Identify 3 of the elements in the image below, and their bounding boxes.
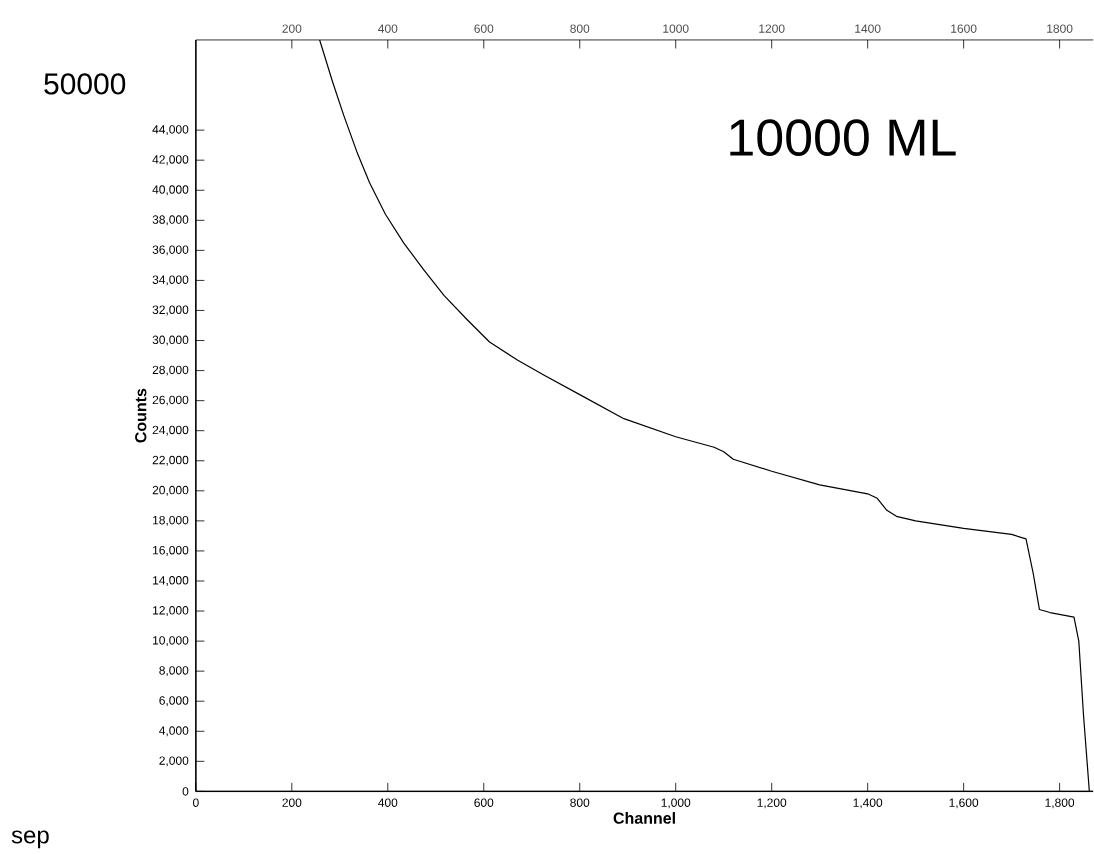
annotation: 10000 ML [730,118,956,156]
text: sep [11,829,49,848]
text: 50000 [44,72,126,95]
